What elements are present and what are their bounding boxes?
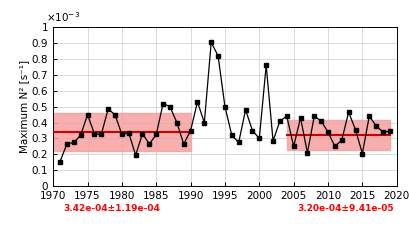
Text: 3.20e-04±9.41e-05: 3.20e-04±9.41e-05 — [297, 204, 394, 213]
Text: $\times 10^{-3}$: $\times 10^{-3}$ — [46, 10, 81, 24]
Y-axis label: Maximum N² [s⁻¹]: Maximum N² [s⁻¹] — [19, 60, 29, 153]
Text: 3.42e-04±1.19e-04: 3.42e-04±1.19e-04 — [63, 204, 160, 213]
